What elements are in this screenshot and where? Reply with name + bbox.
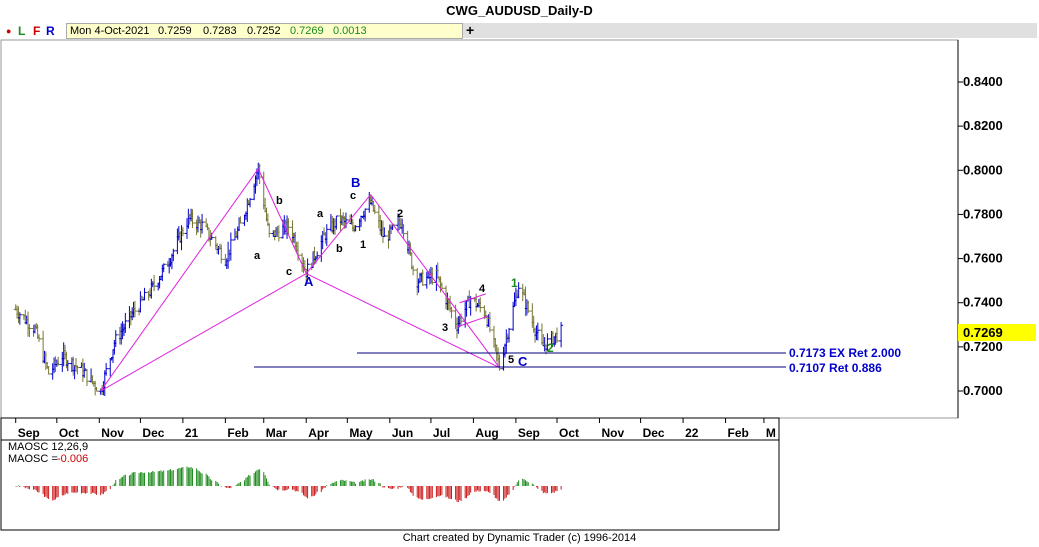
wave-segment [305, 194, 372, 274]
info-close: 0.7269 [290, 25, 324, 37]
time-tick-label: M [766, 426, 776, 440]
time-tick-label: Feb [227, 426, 248, 440]
info-date: Mon 4-Oct-2021 [70, 25, 150, 37]
time-tick-label: Nov [101, 426, 124, 440]
wave-4-label: 4 [479, 283, 486, 295]
last-price-label: 0.7269 [963, 325, 1003, 340]
oscillator-histogram [15, 466, 562, 503]
wave-1-label: 1 [360, 239, 366, 251]
crosshair-icon[interactable]: + [466, 22, 475, 38]
oscillator-title: MAOSC 12,26,9 [8, 441, 88, 453]
channel-line-lower [456, 315, 489, 328]
time-tick-label: Dec [142, 426, 164, 440]
info-change: 0.0013 [333, 25, 367, 37]
wave-segment [370, 194, 500, 368]
info-low: 0.7252 [247, 25, 281, 37]
time-axis: Sep Oct Nov Dec 21 Feb Mar Apr May Jun Jul Aug Sep Oc… [15, 418, 776, 440]
f-button[interactable]: F [33, 24, 41, 38]
wave-lines [100, 168, 500, 392]
wave-5-label: 5 [508, 354, 514, 366]
target-label-2: 0.7107 Ret 0.886 [789, 361, 882, 375]
sub-wave-b2: b [336, 243, 343, 255]
sub-wave-a1: a [254, 250, 261, 262]
sub-wave-a2: a [317, 208, 324, 220]
wave-a-label: A [304, 274, 314, 289]
oscillator-value: -0.006 [57, 453, 88, 465]
wave-segment [306, 273, 500, 369]
wave-segment [100, 168, 259, 392]
sub-wave-c1: c [286, 266, 292, 278]
time-tick-label: Sep [18, 426, 40, 440]
wave-b-label: B [351, 175, 360, 190]
record-icon[interactable]: ● [6, 26, 12, 36]
price-tick-label: 0.7200 [963, 339, 1003, 354]
time-tick-label: Nov [601, 426, 624, 440]
price-tick-label: 0.7600 [963, 251, 1003, 266]
price-tick-label: 0.7800 [963, 206, 1003, 221]
time-tick-label: May [349, 426, 373, 440]
price-tick-label: 0.8200 [963, 118, 1003, 133]
wave-segment [257, 168, 307, 274]
price-bars [13, 162, 564, 397]
time-tick-label: Oct [59, 426, 79, 440]
time-tick-label: Apr [308, 426, 329, 440]
time-tick-label: Oct [559, 426, 579, 440]
price-axis: 0.8400 0.8200 0.8000 0.7800 0.7600 0.7400 0.72… [958, 74, 1003, 398]
info-bar: ● L F R Mon 4-Oct-2021 0.7259 0.7283 0.7… [0, 22, 1039, 40]
channel-line-upper [459, 293, 486, 304]
sub-wave-c2: c [350, 190, 356, 202]
price-tick-label: 0.8400 [963, 74, 1003, 89]
info-open: 0.7259 [158, 25, 192, 37]
price-tick-label: 0.7000 [963, 383, 1003, 398]
info-high: 0.7283 [203, 25, 237, 37]
time-tick-label: Mar [266, 426, 288, 440]
time-tick-label: 21 [185, 426, 199, 440]
green-wave-2-label: 2 [547, 341, 554, 355]
price-tick-label: 0.8000 [963, 162, 1003, 177]
time-tick-label: Jun [392, 426, 413, 440]
target-label-1: 0.7173 EX Ret 2.000 [789, 346, 901, 360]
time-tick-label: Dec [643, 426, 665, 440]
toolbar-strip [463, 23, 1037, 38]
time-tick-label: Feb [728, 426, 749, 440]
footer-credit: Chart created by Dynamic Trader (c) 1996… [402, 532, 637, 544]
ohlc-info-box: Mon 4-Oct-2021 0.7259 0.7283 0.7252 0.72… [66, 23, 463, 39]
green-wave-1-label: 1 [511, 276, 518, 290]
time-tick-label: Aug [475, 426, 498, 440]
wave-segment [100, 273, 307, 392]
r-button[interactable]: R [46, 24, 55, 38]
last-price-box [958, 324, 1036, 341]
oscillator-panel-frame [0, 439, 780, 531]
price-tick-label: 0.7400 [963, 295, 1003, 310]
l-button[interactable]: L [18, 24, 26, 38]
oscillator-value-label: MAOSC = [8, 453, 58, 465]
wave-2-label: 2 [397, 208, 403, 220]
sub-wave-b1: b [276, 195, 283, 207]
time-tick-label: Sep [518, 426, 540, 440]
time-tick-label: 22 [685, 426, 699, 440]
wave-3-label: 3 [442, 322, 448, 334]
time-tick-label: Jul [433, 426, 450, 440]
wave-c-label: C [518, 354, 528, 369]
